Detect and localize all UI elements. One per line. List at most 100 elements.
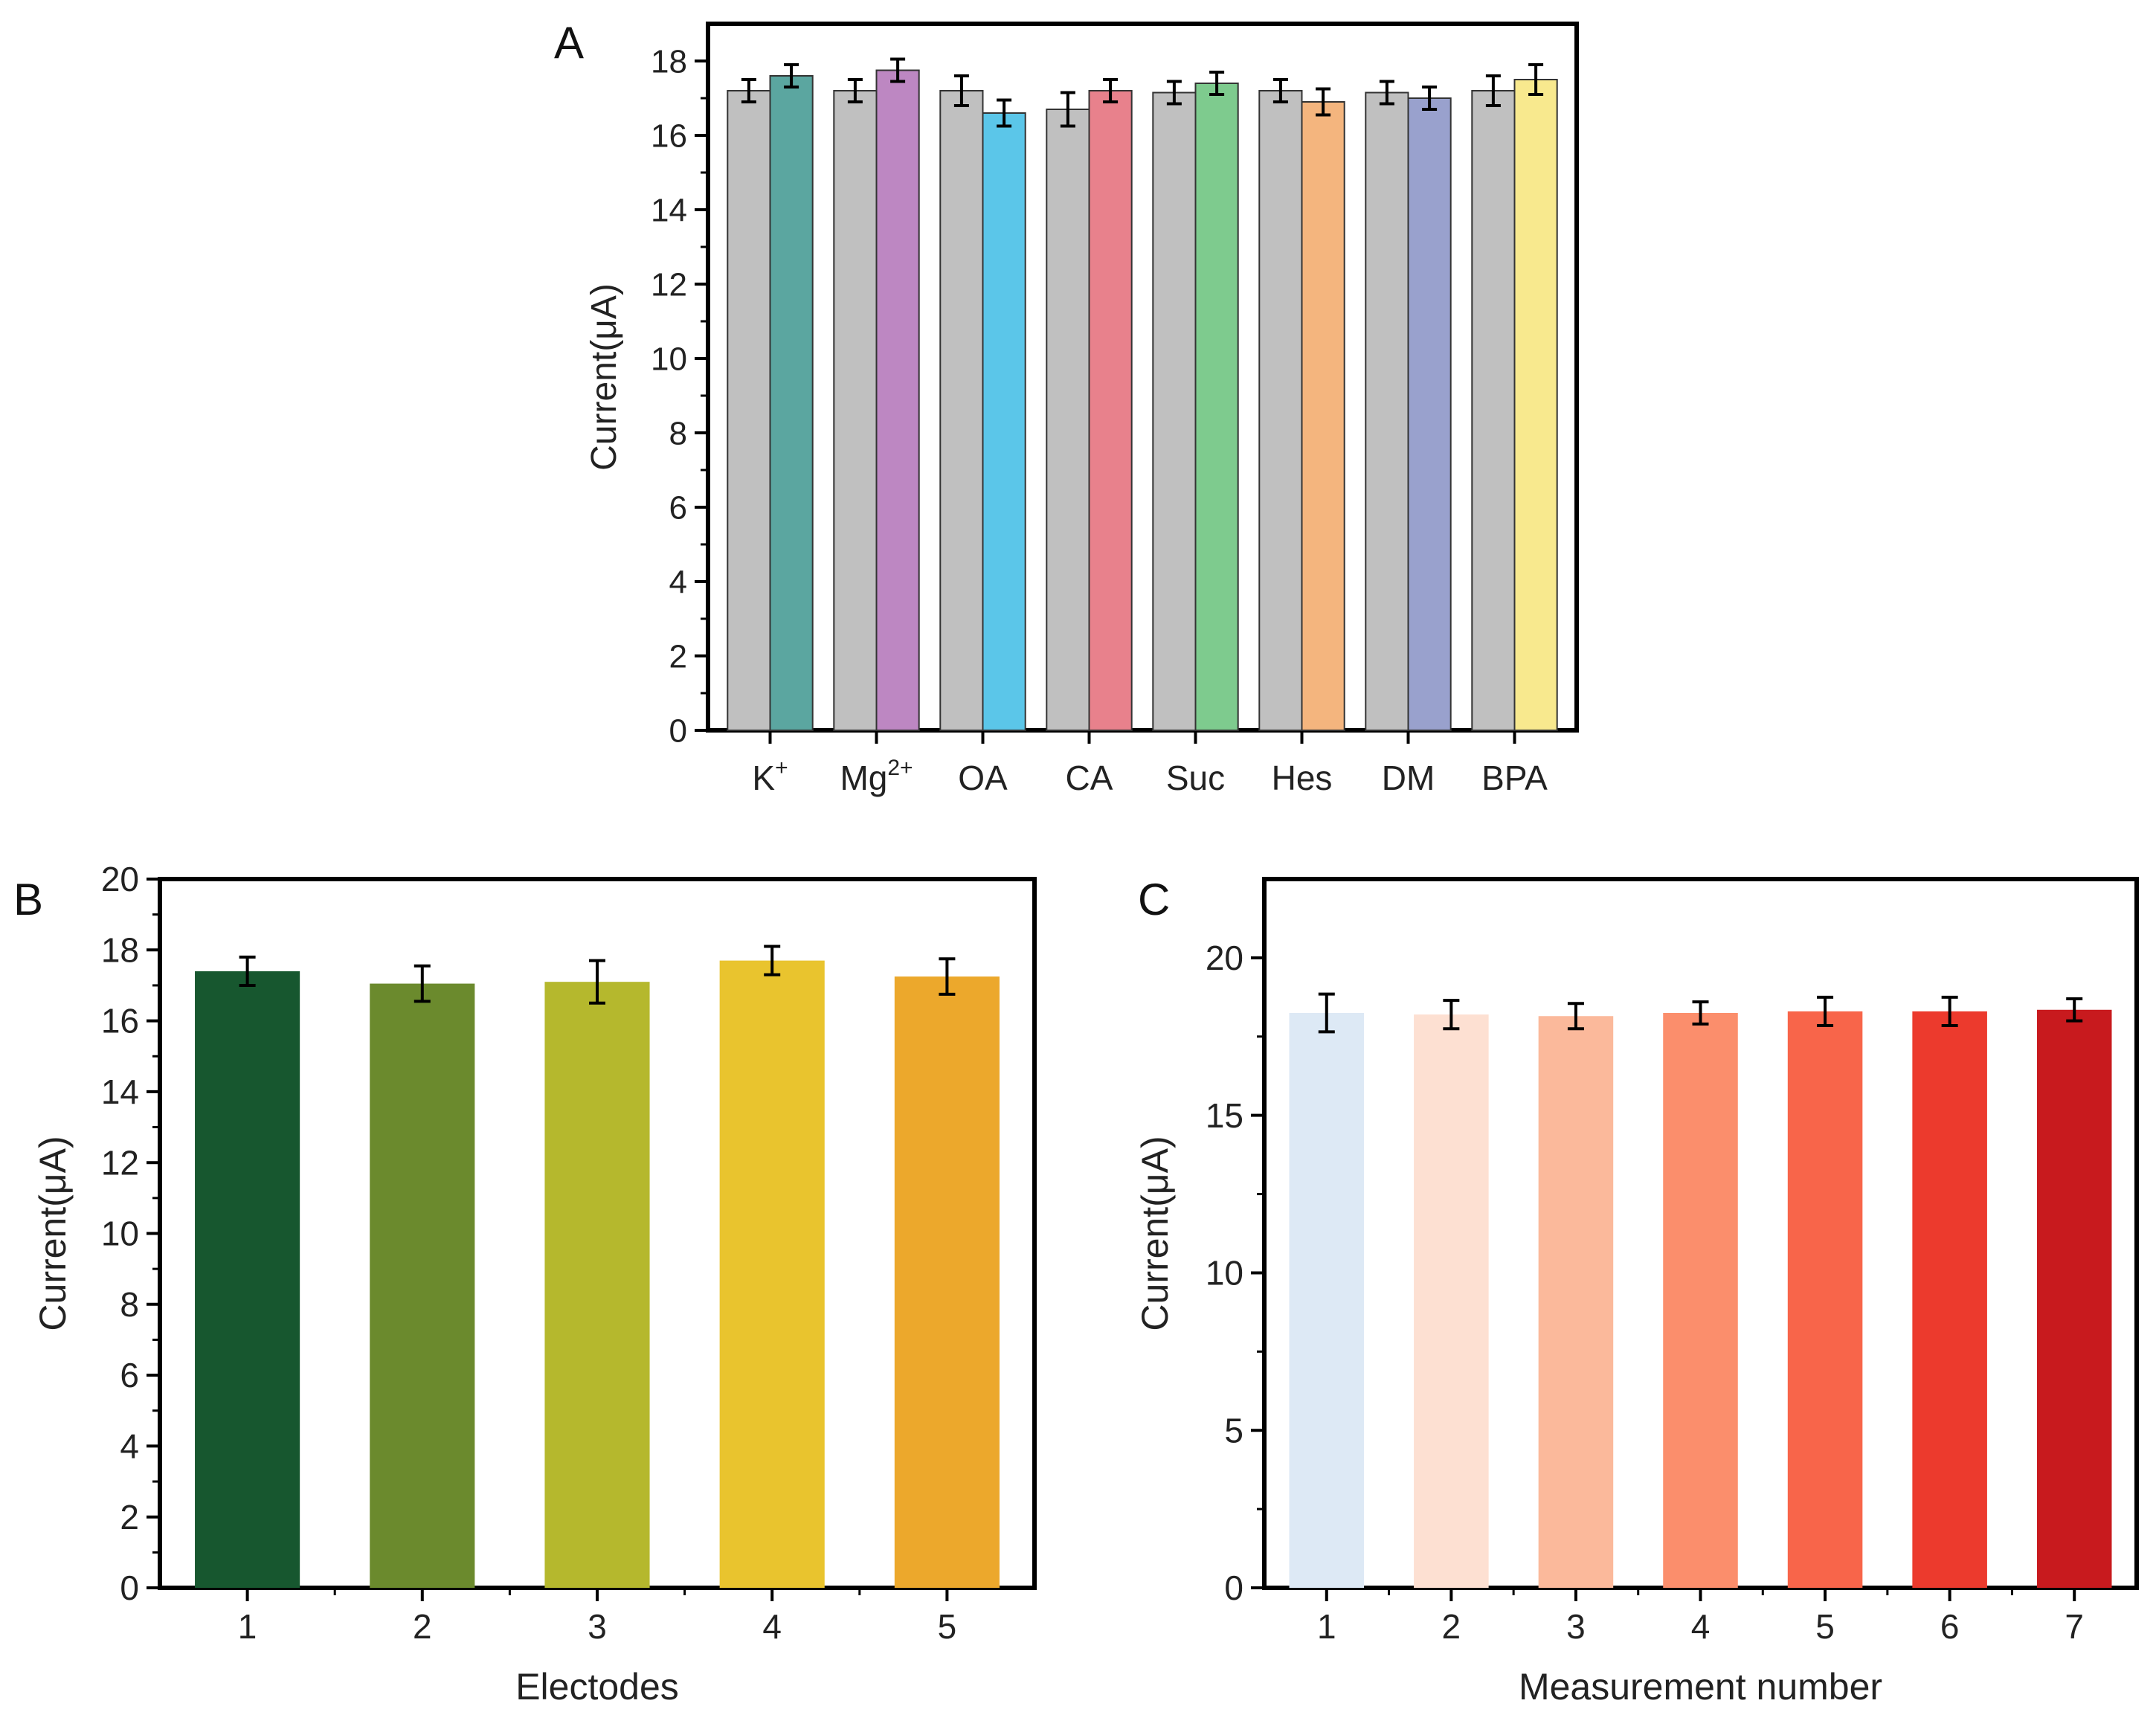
error-bar: [239, 955, 256, 987]
error-bar: [1316, 87, 1331, 117]
bar: [2036, 1009, 2112, 1588]
bar-control: [1046, 109, 1090, 731]
error-bar: [890, 57, 906, 83]
bar: [719, 960, 825, 1588]
y-tick-label: 16: [101, 1002, 139, 1040]
error-bar: [997, 98, 1012, 128]
error-bar: [1103, 78, 1119, 103]
x-tick-label: 5: [1815, 1607, 1835, 1646]
bar-control: [1258, 90, 1303, 731]
bar-interferent: [769, 75, 814, 731]
x-tick-label: Hes: [1272, 759, 1333, 797]
y-tick-label: 10: [651, 341, 687, 377]
y-tick-label: 18: [101, 930, 139, 969]
y-axis-title: Current(μA): [32, 1136, 74, 1331]
y-tick-label: 18: [651, 43, 687, 80]
panel-letter: A: [554, 18, 584, 68]
bar: [370, 983, 475, 1588]
bar: [1289, 1013, 1365, 1588]
x-tick-label-base: DM: [1382, 759, 1435, 797]
error-bar: [2066, 997, 2083, 1023]
x-tick-label: 6: [1940, 1607, 1960, 1646]
x-axis-title: Measurement number: [1519, 1666, 1882, 1708]
x-tick-label: DM: [1382, 759, 1435, 797]
x-tick-label: Mg2+: [840, 756, 913, 797]
bar: [544, 982, 650, 1588]
bar: [894, 976, 1000, 1588]
error-bar: [764, 945, 781, 976]
y-tick-label: 2: [669, 638, 687, 675]
y-tick-label: 4: [120, 1427, 139, 1466]
panel-letter: C: [1138, 875, 1170, 924]
error-bar: [413, 964, 431, 1003]
y-tick-label: 20: [101, 860, 139, 898]
x-axis-title: Electodes: [515, 1666, 679, 1708]
error-bar: [1485, 74, 1501, 107]
y-tick-label: 4: [669, 564, 687, 600]
panel-letter: B: [13, 875, 43, 924]
x-tick-label-base: Suc: [1166, 759, 1225, 797]
error-bar: [1817, 995, 1834, 1027]
y-tick-label: 6: [120, 1356, 139, 1394]
x-tick-label: 1: [1317, 1607, 1336, 1646]
y-tick-label: 12: [651, 266, 687, 303]
bar: [1414, 1014, 1489, 1588]
y-tick-label: 8: [120, 1285, 139, 1324]
chart-panel-a: 0 2 4 6 8 10 12 14 16 18 Current(μA) A K+ Mg2+ OA CA Suc…: [554, 18, 1579, 797]
y-tick-label: 2: [120, 1498, 139, 1537]
error-bar: [953, 74, 969, 107]
plot-frame: [706, 22, 1579, 733]
error-bar: [1692, 1000, 1709, 1026]
bar: [1538, 1016, 1614, 1588]
error-bar: [1209, 71, 1225, 96]
bar: [1912, 1011, 1987, 1588]
bar: [1663, 1013, 1738, 1588]
chart-panel-c: 0 5 10 15 20 Current(μA) Measurement number C 1 2…: [1134, 875, 2139, 1708]
error-bar: [1272, 78, 1288, 103]
x-tick-label: 4: [762, 1607, 782, 1646]
x-tick-label: 1: [238, 1607, 257, 1646]
y-axis-title: Current(μA): [585, 283, 624, 471]
x-tick-label: OA: [958, 759, 1008, 797]
bar-control: [727, 90, 771, 731]
error-bar: [1567, 1002, 1584, 1031]
bar-interferent: [1301, 101, 1345, 731]
bar-control: [939, 90, 984, 731]
bar: [195, 971, 300, 1588]
y-tick-label: 5: [1224, 1411, 1243, 1449]
x-tick-label-base: BPA: [1481, 759, 1548, 797]
y-tick-label: 10: [101, 1214, 139, 1253]
x-tick-label: 2: [413, 1607, 432, 1646]
y-tick-label: 8: [669, 415, 687, 451]
bar-control: [1152, 91, 1197, 731]
error-bar: [1060, 91, 1075, 128]
error-bar: [784, 63, 799, 89]
bar-interferent: [1407, 97, 1452, 731]
bar-interferent: [1194, 83, 1239, 731]
y-tick-label: 12: [101, 1143, 139, 1182]
error-bar: [1443, 999, 1460, 1031]
error-bar: [847, 78, 863, 103]
bar-interferent: [982, 112, 1026, 731]
error-bar: [1379, 80, 1394, 106]
y-axis-title: Current(μA): [1134, 1136, 1176, 1331]
x-tick-label: K+: [752, 756, 788, 797]
bar-control: [1471, 90, 1516, 731]
x-tick-label: CA: [1066, 759, 1113, 797]
x-tick-label-base: Mg: [840, 759, 887, 797]
x-tick-label-superscript: +: [775, 756, 788, 780]
error-bar: [741, 78, 756, 103]
error-bar: [1941, 995, 1958, 1027]
error-bar: [1318, 992, 1335, 1034]
x-tick-label: 7: [2065, 1607, 2084, 1646]
x-tick-label: Suc: [1166, 759, 1225, 797]
x-tick-label-base: Hes: [1272, 759, 1333, 797]
y-tick-label: 14: [651, 192, 687, 228]
bar-control: [833, 90, 878, 731]
y-tick-label: 6: [669, 489, 687, 526]
x-tick-label-base: K: [752, 759, 775, 797]
bar-interferent: [1088, 90, 1133, 731]
x-tick-label: 5: [938, 1607, 957, 1646]
